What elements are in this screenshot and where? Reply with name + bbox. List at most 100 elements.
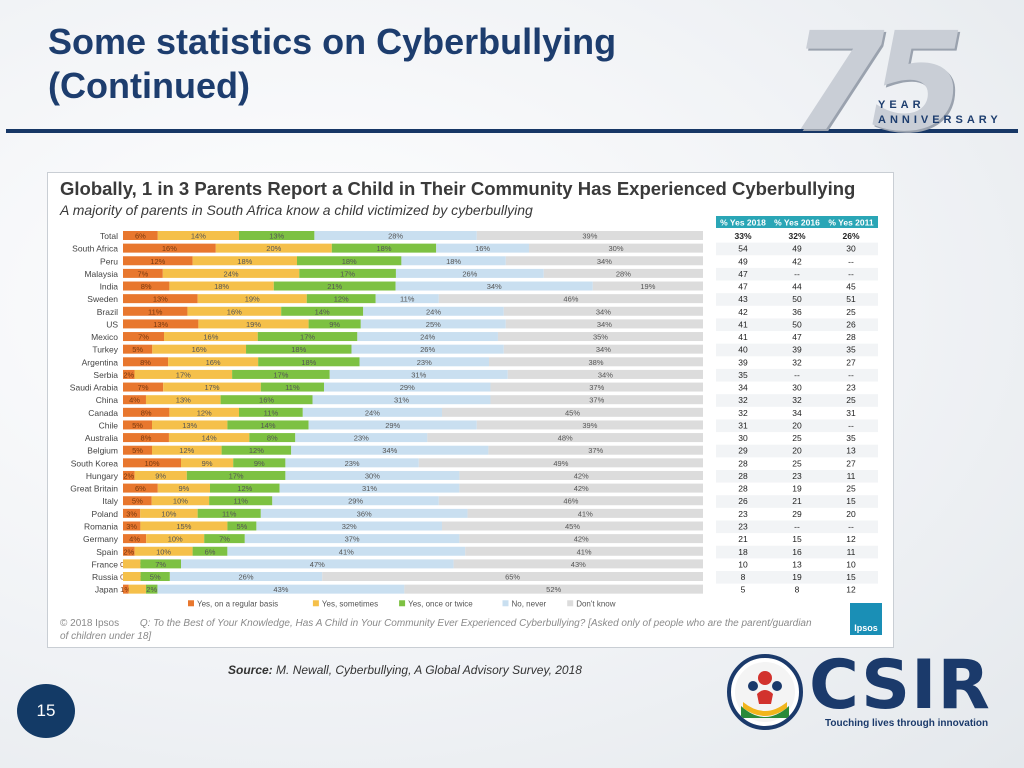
data-label: 41% — [339, 547, 354, 556]
data-label: 14% — [202, 434, 217, 443]
table-row-band — [716, 419, 878, 433]
bar-segment — [140, 559, 181, 569]
table-cell: 50 — [792, 319, 802, 329]
table-row-band — [716, 343, 878, 357]
bar-segment — [198, 319, 309, 329]
table-cell: 39 — [738, 357, 748, 367]
table-cell: 19 — [792, 572, 802, 582]
bar-segment — [442, 521, 703, 531]
bar-segment — [351, 344, 504, 354]
table-cell: 20 — [846, 509, 856, 519]
bar-segment — [123, 281, 170, 291]
table-row-band — [716, 520, 878, 534]
bar-segment — [134, 369, 233, 379]
category-label: Germany — [83, 534, 119, 544]
table-cell: -- — [848, 256, 854, 266]
data-label: 11% — [285, 383, 300, 392]
data-label: 10% — [168, 535, 183, 544]
data-label: 3% — [126, 522, 137, 531]
table-cell: 51 — [846, 294, 856, 304]
table-cell: 11 — [847, 547, 856, 557]
legend-swatch — [399, 600, 406, 607]
data-label: 9% — [178, 484, 189, 493]
bar-segment — [281, 306, 364, 316]
bar-segment — [360, 319, 506, 329]
table-header: % Yes 2011 — [828, 218, 873, 228]
bar-segment — [246, 344, 352, 354]
category-label: Russia — [92, 572, 118, 582]
table-cell: 50 — [792, 294, 802, 304]
table-cell: 30 — [846, 244, 856, 254]
bar-segment — [489, 357, 703, 367]
data-label: 5% — [132, 345, 143, 354]
data-label: 34% — [598, 370, 613, 379]
table-cell: 26 — [738, 496, 748, 506]
bar-segment — [404, 584, 703, 594]
data-label: 23% — [417, 358, 432, 367]
table-cell: 25 — [792, 433, 802, 443]
survey-question: Q: To the Best of Your Knowledge, Has A … — [60, 618, 812, 642]
table-row-band — [716, 444, 878, 458]
table-row-band — [716, 495, 878, 508]
bar-segment — [543, 268, 703, 278]
anniversary-word: ANNIVERSARY — [878, 114, 1002, 126]
category-label: Australia — [85, 433, 118, 443]
bar-segment — [123, 521, 141, 531]
data-label: 19% — [245, 295, 260, 304]
data-label: 8% — [140, 358, 151, 367]
bar-segment — [123, 332, 165, 342]
category-label: Poland — [92, 509, 119, 519]
table-cell: -- — [848, 521, 854, 531]
table-cell: 28 — [738, 458, 748, 468]
data-label: 52% — [546, 585, 561, 594]
bar-segment — [418, 458, 703, 468]
slide-title-line2: (Continued) — [48, 65, 250, 106]
data-label: 4% — [129, 396, 140, 405]
data-label: 11% — [222, 509, 237, 518]
data-label: 16% — [206, 358, 221, 367]
bar-segment — [134, 546, 193, 556]
bar-segment — [197, 294, 307, 304]
bar-segment — [258, 357, 360, 367]
table-cell: 19 — [792, 484, 802, 494]
data-label: 17% — [340, 269, 355, 278]
bar-segment — [123, 256, 193, 266]
bar-segment — [244, 534, 460, 544]
data-label: 49% — [553, 459, 568, 468]
bar-segment — [438, 496, 703, 506]
table-row-band — [716, 242, 878, 256]
category-label: Peru — [100, 256, 118, 266]
data-label: 47% — [310, 560, 325, 569]
data-label: 42% — [574, 535, 589, 544]
bar-segment — [465, 546, 703, 556]
data-label: 7% — [137, 269, 148, 278]
chart-panel: Total 6% 14% 13% 28% 39% South Africa 16% 20% 18%… — [47, 172, 894, 648]
bar-segment — [279, 483, 460, 493]
cyberbullying-chart: Total 6% 14% 13% 28% 39% South Africa 16% 20% 18%… — [70, 216, 878, 608]
bar-segment — [162, 268, 300, 278]
data-label: 23% — [345, 459, 360, 468]
bar-segment — [442, 407, 703, 417]
bar-segment — [285, 470, 460, 480]
copyright: © 2018 Ipsos — [60, 618, 120, 629]
data-label: 37% — [345, 535, 360, 544]
bar-segment — [123, 395, 146, 405]
table-cell: 28 — [738, 471, 748, 481]
data-label: 8% — [141, 434, 152, 443]
bar-segment — [323, 382, 491, 392]
data-label: 16% — [227, 307, 242, 316]
bar-segment — [490, 382, 703, 392]
data-label: 65% — [505, 573, 520, 582]
bar-segment — [488, 445, 703, 455]
bar-segment — [459, 483, 703, 493]
table-cell: 15 — [846, 496, 856, 506]
table-cell: 25 — [846, 484, 856, 494]
table-cell: -- — [794, 521, 800, 531]
data-label: 14% — [191, 232, 206, 241]
bar-segment — [239, 407, 303, 417]
bar-segment — [395, 268, 544, 278]
data-label: 13% — [153, 295, 168, 304]
data-label: 12% — [179, 446, 194, 455]
bar-segment — [123, 483, 158, 493]
bar-segment — [123, 306, 188, 316]
